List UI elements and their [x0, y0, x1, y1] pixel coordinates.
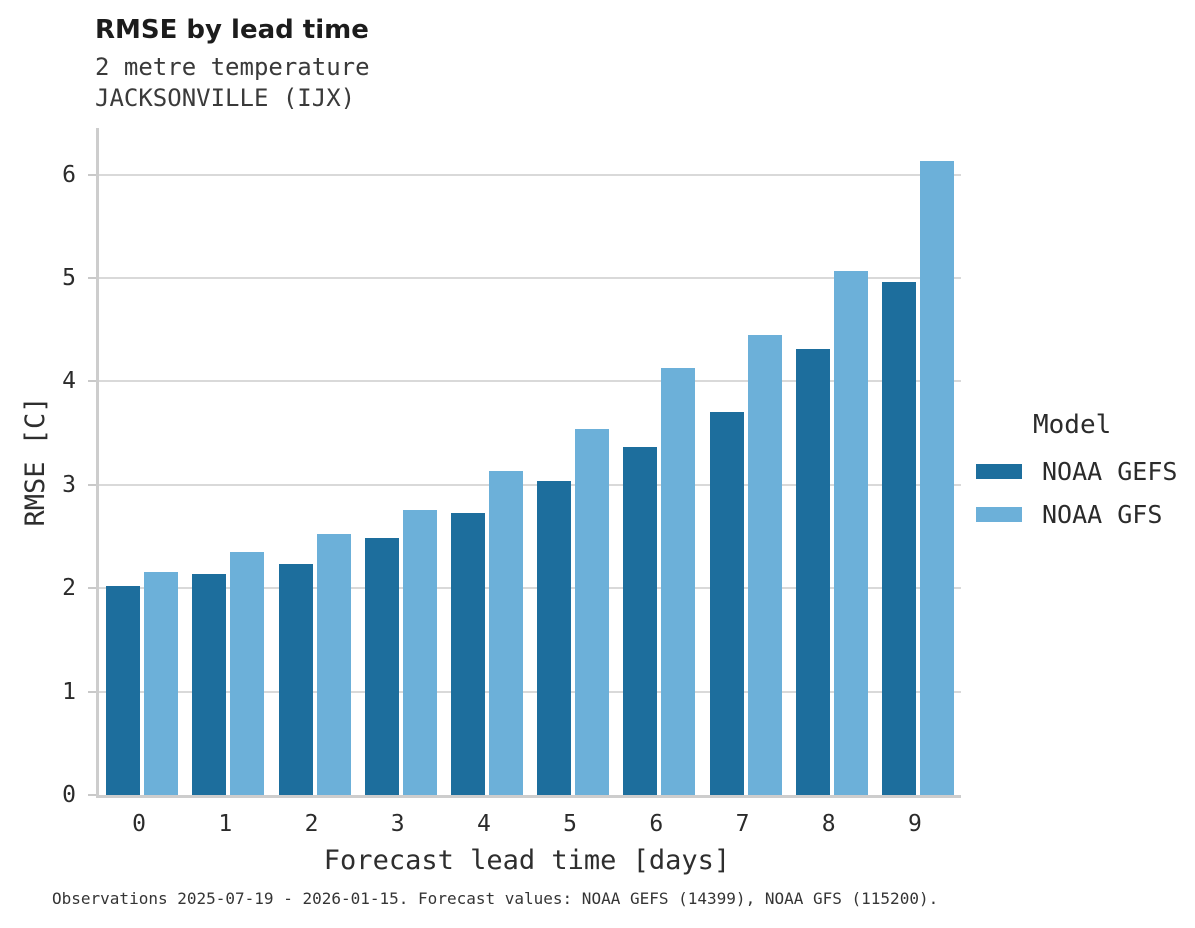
chart-header: RMSE by lead time 2 metre temperature JA… — [95, 14, 370, 114]
bar-noaa-gfs-lead-6 — [661, 367, 696, 795]
y-tick-label-2: 2 — [62, 575, 76, 602]
bar-noaa-gefs-lead-6 — [623, 446, 658, 795]
bar-noaa-gefs-lead-4 — [450, 512, 485, 795]
bar-noaa-gefs-lead-3 — [364, 537, 399, 795]
legend-label-noaa-gfs: NOAA GFS — [1042, 500, 1163, 529]
bar-noaa-gfs-lead-7 — [747, 334, 782, 795]
y-tick-label-1: 1 — [62, 678, 76, 705]
chart-title: RMSE by lead time — [95, 15, 369, 45]
bar-noaa-gefs-lead-0 — [106, 586, 141, 795]
y-tick-label-0: 0 — [62, 782, 76, 808]
plot-area — [96, 128, 961, 798]
bar-noaa-gefs-lead-1 — [192, 573, 227, 795]
bar-noaa-gfs-lead-3 — [402, 509, 437, 795]
bar-noaa-gefs-lead-2 — [278, 564, 313, 795]
y-tick-label-3: 3 — [62, 471, 76, 498]
legend-row-noaa-gefs: NOAA GEFS — [976, 450, 1191, 493]
x-tick-label-8: 8 — [821, 811, 836, 837]
x-tick-label-9: 9 — [907, 811, 922, 837]
y-tick-label-6: 6 — [62, 161, 76, 188]
bar-noaa-gefs-lead-8 — [795, 349, 830, 795]
bar-noaa-gfs-lead-4 — [488, 471, 523, 795]
gridline-y-4 — [99, 380, 961, 383]
legend-row-noaa-gfs: NOAA GFS — [976, 493, 1191, 536]
x-tick-label-5: 5 — [563, 811, 578, 837]
gridline-y-6 — [99, 173, 961, 176]
legend-swatch-noaa-gfs — [976, 507, 1022, 522]
x-tick-label-4: 4 — [476, 811, 491, 837]
x-tick-label-1: 1 — [218, 811, 233, 837]
y-tick-label-4: 4 — [62, 368, 76, 395]
x-tick-label-0: 0 — [132, 811, 147, 837]
bar-noaa-gefs-lead-5 — [537, 480, 572, 795]
x-tick-label-2: 2 — [304, 811, 319, 837]
legend-swatch-noaa-gefs — [976, 464, 1022, 479]
bar-noaa-gfs-lead-2 — [316, 534, 351, 795]
y-tick-mark-5 — [88, 276, 96, 279]
chart-subtitle-parameter: 2 metre temperature — [95, 53, 370, 81]
bar-noaa-gfs-lead-1 — [230, 552, 265, 795]
gridline-y-3 — [99, 483, 961, 486]
x-axis-title: Forecast lead time [days] — [323, 845, 731, 876]
y-tick-label-5: 5 — [62, 264, 76, 291]
legend-title: Model — [1033, 410, 1112, 440]
y-tick-mark-3 — [88, 483, 96, 486]
gridline-y-2 — [99, 587, 961, 590]
x-tick-label-3: 3 — [390, 811, 405, 837]
y-tick-mark-4 — [88, 380, 96, 383]
caption: Observations 2025-07-19 - 2026-01-15. Fo… — [52, 889, 939, 908]
legend-items: NOAA GEFS NOAA GFS — [976, 450, 1191, 536]
y-tick-mark-1 — [88, 690, 96, 693]
legend-label-noaa-gefs: NOAA GEFS — [1042, 457, 1178, 486]
x-tick-label-7: 7 — [735, 811, 750, 837]
chart-subtitle-station: JACKSONVILLE (IJX) — [95, 84, 356, 112]
gridline-y-5 — [99, 276, 961, 279]
y-tick-mark-6 — [88, 173, 96, 176]
bar-noaa-gfs-lead-0 — [144, 571, 179, 795]
y-tick-mark-0 — [88, 794, 96, 796]
bar-noaa-gfs-lead-5 — [575, 428, 610, 795]
gridline-y-1 — [99, 690, 961, 693]
x-tick-label-6: 6 — [649, 811, 664, 837]
bar-noaa-gefs-lead-9 — [881, 282, 916, 795]
bar-noaa-gfs-lead-9 — [919, 161, 954, 795]
bar-noaa-gefs-lead-7 — [709, 412, 744, 795]
legend: Model NOAA GEFS NOAA GFS — [976, 410, 1191, 536]
bar-noaa-gfs-lead-8 — [833, 270, 868, 795]
y-tick-mark-2 — [88, 587, 96, 590]
